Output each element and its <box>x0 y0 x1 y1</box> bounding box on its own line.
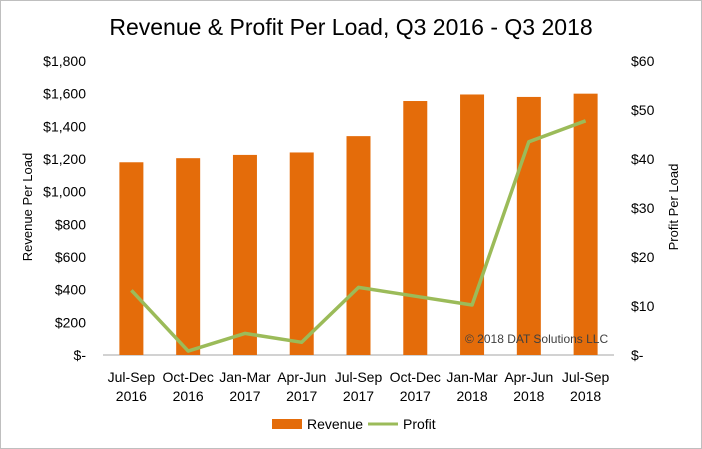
x-tick-label: Jul-Sep 2017 <box>335 369 383 404</box>
y2-tick-label: $60 <box>631 53 655 69</box>
revenue-bar <box>573 93 598 356</box>
y-tick-label: $1,000 <box>43 184 86 200</box>
revenue-bar <box>232 154 257 355</box>
y2-axis-label: Profit Per Load <box>666 164 681 251</box>
copyright-annotation: © 2018 DAT Solutions LLC <box>465 332 608 346</box>
y2-tick-label: $20 <box>631 249 655 265</box>
x-tick-label: Jan-Mar 2018 <box>446 369 498 404</box>
y2-tick-label: $- <box>631 347 644 363</box>
revenue-bar <box>403 101 428 356</box>
legend-revenue-swatch <box>272 419 302 429</box>
chart-title: Revenue & Profit Per Load, Q3 2016 - Q3 … <box>109 14 592 40</box>
revenue-bar <box>516 96 541 355</box>
y-tick-label: $1,800 <box>43 53 86 69</box>
revenue-bars <box>119 93 598 356</box>
right-axis-ticks: $- $10 $20 $30 $40 $50 $60 <box>631 53 655 363</box>
y-tick-label: $1,600 <box>43 86 86 102</box>
x-tick-label: Jan-Mar 2017 <box>219 369 271 404</box>
legend-profit-label: Profit <box>403 416 436 432</box>
revenue-bar <box>289 152 314 355</box>
y2-tick-label: $50 <box>631 102 655 118</box>
x-tick-label: Oct-Dec 2017 <box>390 369 441 404</box>
y-tick-label: $800 <box>55 216 86 232</box>
y-tick-label: $- <box>74 347 87 363</box>
profit-line-layer <box>130 119 587 353</box>
y-tick-label: $600 <box>55 249 86 265</box>
x-tick-label: Jul-Sep 2018 <box>562 369 610 404</box>
legend: Revenue Profit <box>272 416 436 432</box>
legend-revenue-label: Revenue <box>307 416 363 432</box>
revenue-bar <box>119 162 144 355</box>
x-tick-label: Apr-Jun 2018 <box>504 369 553 404</box>
y-tick-label: $1,400 <box>43 118 86 134</box>
left-axis-ticks: $- $200 $400 $600 $800 $1,000 $1,200 $1,400 $1,6… <box>43 53 86 363</box>
y2-tick-label: $30 <box>631 200 655 216</box>
x-tick-label: Jul-Sep 2016 <box>108 369 156 404</box>
revenue-bar <box>346 136 371 355</box>
y2-tick-label: $40 <box>631 151 655 167</box>
x-tick-label: Apr-Jun 2017 <box>277 369 326 404</box>
y-tick-label: $1,200 <box>43 151 86 167</box>
y-axis-label: Revenue Per Load <box>20 153 35 261</box>
y-tick-label: $200 <box>55 314 86 330</box>
revenue-bar <box>460 94 485 355</box>
x-tick-label: Oct-Dec 2016 <box>162 369 213 404</box>
y2-tick-label: $10 <box>631 298 655 314</box>
y-tick-label: $400 <box>55 282 86 298</box>
revenue-bar <box>176 158 201 355</box>
